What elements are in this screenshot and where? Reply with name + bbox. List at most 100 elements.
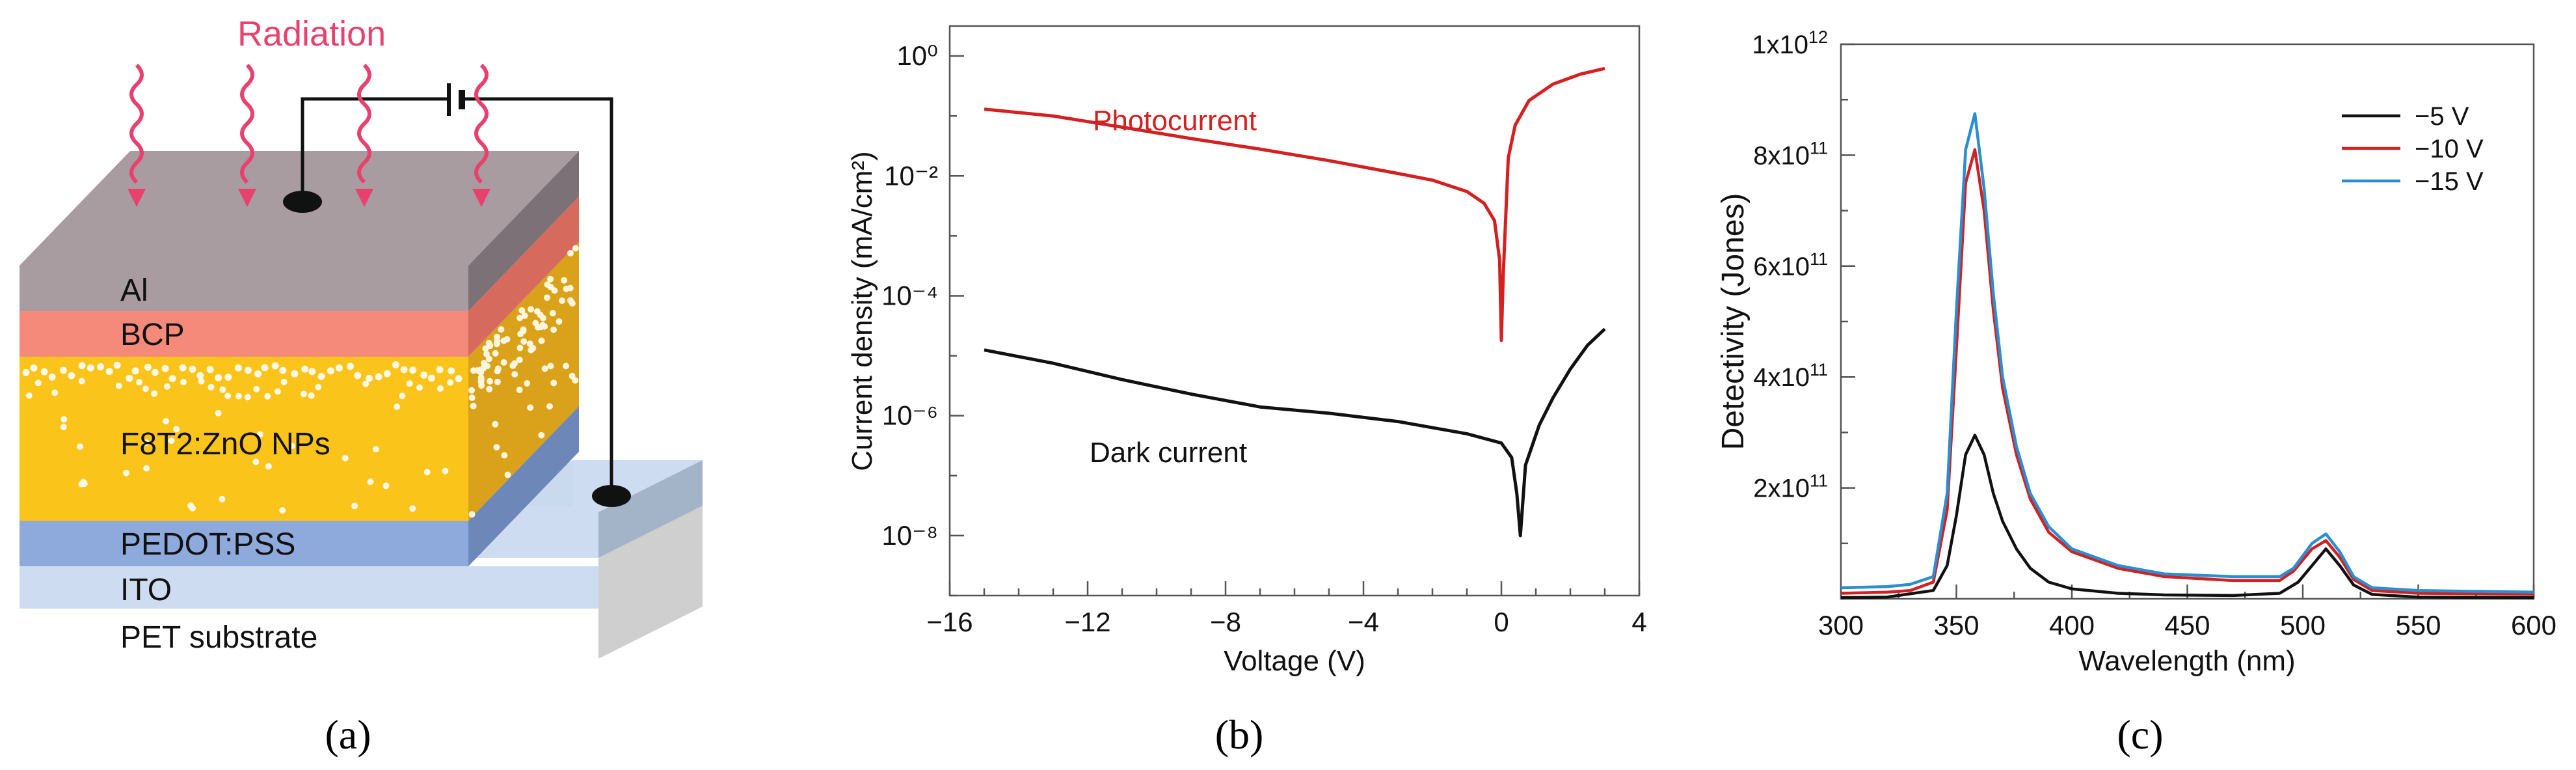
nanoparticle-dot [235, 392, 242, 400]
ito-layer-front [20, 566, 598, 609]
nanoparticle-dot [436, 385, 444, 392]
nanoparticle-dot [468, 511, 476, 518]
x-tick-label: 600 [2511, 610, 2556, 640]
nanoparticle-dot [327, 367, 334, 375]
pet-layer-front [20, 609, 598, 659]
nanoparticle-dot [498, 326, 505, 333]
plot-b-frame [948, 25, 1641, 597]
nanoparticle-dot [163, 418, 169, 425]
nanoparticle-dot [280, 379, 288, 385]
radiation-wave [129, 63, 144, 184]
series-label-photocurrent: Photocurrent [1093, 105, 1257, 137]
nanoparticle-dot [224, 374, 232, 381]
layer-label-bcp: BCP [120, 318, 185, 352]
radiation-wave [474, 63, 489, 184]
y-tick-label: 1x1012 [1752, 27, 1828, 59]
nanoparticle-dot [317, 372, 325, 380]
external-circuit [301, 83, 613, 496]
nanoparticle-dot [97, 363, 105, 370]
nanoparticle-dot [517, 331, 524, 338]
nanoparticle-dot [516, 356, 523, 363]
active-layer-front [20, 357, 468, 521]
nanoparticle-dot [219, 495, 226, 502]
nanoparticle-dot [264, 392, 271, 400]
nanoparticle-dot [123, 469, 129, 476]
nanoparticle-dot [511, 371, 518, 378]
caption-a: (a) [325, 711, 371, 758]
nanoparticle-dot [151, 390, 158, 397]
nanoparticle-dot [538, 337, 545, 344]
y-tick-label: 10⁻² [884, 160, 938, 191]
al-layer-front [20, 266, 468, 311]
nanoparticle-dot [179, 364, 187, 372]
nanoparticle-dot [279, 366, 287, 374]
nanoparticle-dot [51, 389, 59, 396]
nanoparticle-dot [409, 366, 417, 374]
nanoparticle-dot [180, 379, 187, 385]
nanoparticle-dot [394, 403, 401, 410]
plot-b-series [984, 66, 1606, 538]
nanoparticle-dot [409, 505, 416, 512]
nanoparticle-dot [60, 423, 67, 430]
nanoparticle-dot [470, 367, 477, 374]
y-tick-label: 6x1011 [1753, 249, 1828, 281]
nanoparticle-dot [487, 342, 494, 350]
nanoparticle-dot [335, 364, 343, 372]
nanoparticle-dot [399, 392, 406, 400]
nanoparticle-dot [392, 361, 399, 368]
nanoparticle-dot [189, 365, 196, 373]
pedot-side [468, 406, 579, 566]
nanoparticle-dot [77, 443, 83, 450]
plot-c-series [1840, 112, 2534, 599]
nanoparticle-dot [40, 368, 48, 376]
plot-b-xlabel: Voltage (V) [1224, 645, 1365, 677]
plot-b-ylabel: Current density (mA/cm²) [846, 151, 878, 471]
nanoparticle-dot [520, 338, 528, 345]
nanoparticle-dot [436, 366, 444, 374]
nanoparticle-dot [487, 378, 494, 385]
nanoparticle-dot [308, 392, 315, 399]
x-tick-label: 300 [1818, 610, 1864, 640]
nanoparticle-dot [382, 482, 390, 489]
nanoparticle-dot [569, 372, 576, 379]
nanoparticle-dot [196, 372, 204, 379]
radiation-wave [357, 63, 371, 184]
legend-label: −15 V [2415, 167, 2484, 196]
legend-label: −10 V [2415, 135, 2484, 163]
nanoparticle-dot [115, 382, 122, 389]
nanoparticle-dot [78, 378, 85, 385]
nanoparticle-dot [131, 367, 139, 375]
top-electrode-contact [283, 191, 322, 213]
layer-label-ito: ITO [120, 573, 172, 607]
series-label-dark-current: Dark current [1090, 437, 1247, 469]
nanoparticle-dot [288, 443, 295, 450]
nanoparticle-dot [516, 387, 523, 393]
nanoparticle-dot [501, 452, 508, 459]
panel-a-device-schematic: Al BCP F8T2:ZnO NPs PEDOT:PSS ITO PET su… [20, 14, 703, 758]
nanoparticle-dot [78, 362, 86, 370]
nanoparticle-dot [234, 364, 242, 372]
y-tick-label: 8x1011 [1753, 138, 1828, 170]
y-tick-label: 2x1011 [1753, 471, 1828, 503]
x-tick-label: −16 [926, 607, 973, 637]
nanoparticle-dot [483, 363, 490, 370]
nanoparticle-dot [198, 378, 205, 385]
ito-side [598, 460, 703, 558]
nanoparticle-dot [25, 392, 33, 399]
nanoparticle-dot [477, 377, 485, 384]
nanoparticle-dot [400, 366, 408, 374]
pedot-layer-front [20, 521, 468, 566]
radiation-arrowhead [472, 189, 490, 207]
nanoparticle-dot [215, 374, 222, 381]
caption-b: (b) [1215, 711, 1264, 758]
nanoparticle-dot [315, 383, 322, 391]
y-tick-label: 10⁻⁸ [881, 520, 938, 551]
nanoparticle-dot [68, 372, 75, 379]
nanoparticle-dot [291, 370, 299, 378]
nanoparticle-dot [271, 362, 279, 370]
nanoparticle-dot [30, 364, 38, 372]
nanoparticle-dot [550, 379, 557, 387]
nanoparticle-dot [87, 364, 94, 372]
nanoparticle-dot [563, 285, 570, 292]
radiation-wave [240, 63, 254, 184]
